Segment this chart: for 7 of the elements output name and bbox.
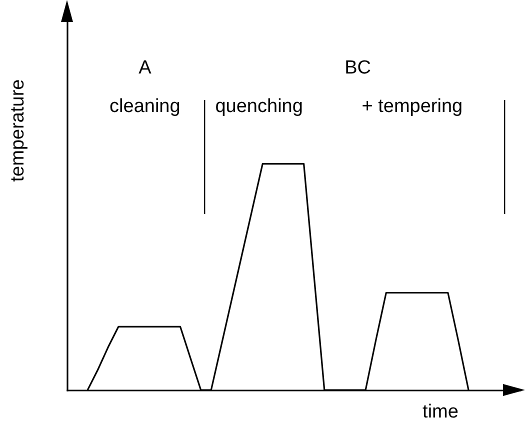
text: cleaning — [110, 96, 180, 118]
text: quenching — [215, 96, 303, 118]
x-axis-title: time — [422, 402, 458, 422]
text: A — [138, 58, 152, 79]
y-axis-title: temperature — [8, 79, 28, 182]
text: BC — [344, 58, 372, 79]
text: + tempering — [362, 96, 463, 118]
